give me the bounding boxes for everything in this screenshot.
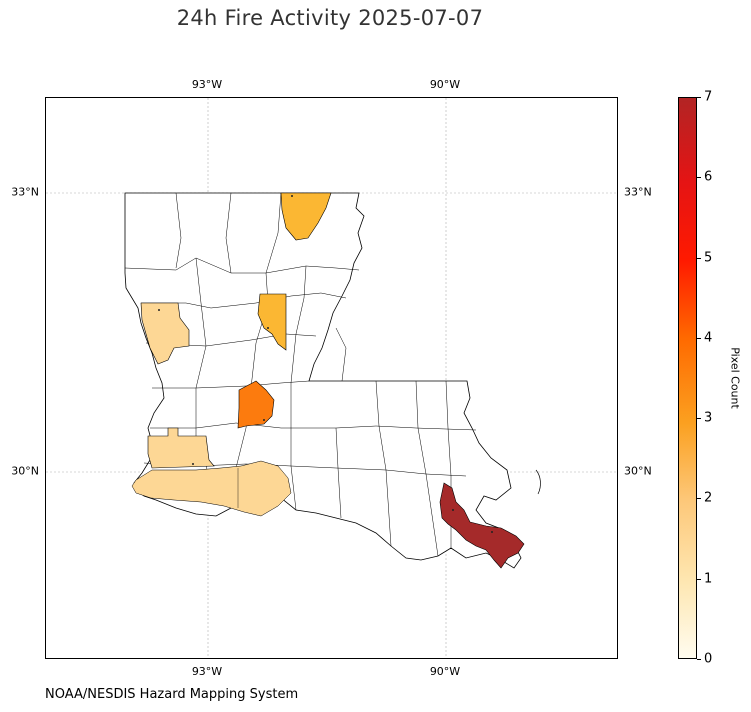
lon-tick-bottom-90: 90°W: [429, 665, 461, 678]
colorbar-tick-0: 0: [704, 651, 713, 667]
colorbar-tick-mark-3: [697, 418, 701, 420]
colorbar-tick-1: 1: [704, 571, 713, 587]
gridlines: [46, 98, 617, 658]
lat-tick-left-30: 30°N: [11, 464, 39, 478]
colorbar-tick-3: 3: [704, 410, 713, 426]
lon-tick-top-90: 90°W: [429, 78, 461, 91]
map-title: 24h Fire Activity 2025-07-07: [176, 6, 484, 30]
lat-tick-right-33: 33°N: [624, 185, 652, 199]
parish-jackson-count-2[interactable]: [257, 293, 287, 351]
fire-parishes: [131, 192, 525, 569]
parish-boundaries: [124, 192, 477, 557]
colorbar: [678, 97, 697, 659]
fire-detections: [158, 195, 493, 533]
colorbar-tick-mark-5: [697, 257, 701, 259]
colorbar-tick-mark-0: [697, 659, 701, 660]
colorbar-tick-6: 6: [704, 169, 713, 185]
colorbar-tick-7: 7: [704, 89, 713, 105]
chandeleur-islands: [535, 469, 541, 495]
colorbar-label: Pixel Count: [728, 347, 742, 409]
parish-sabine-count-1[interactable]: [140, 302, 190, 365]
colorbar-tick-5: 5: [704, 250, 713, 266]
parish-avoyelles-count-3[interactable]: [237, 380, 275, 429]
colorbar-tick-4: 4: [704, 330, 713, 346]
parish-plaquemines-count-7[interactable]: [439, 482, 525, 569]
lon-tick-top-93: 93°W: [191, 78, 223, 91]
parish-cameron-count-1[interactable]: [131, 460, 292, 517]
parish-allen-count-1[interactable]: [147, 427, 215, 469]
louisiana-map: [46, 98, 617, 658]
lat-tick-right-30: 30°N: [624, 464, 652, 478]
parish-union-count-2[interactable]: [280, 192, 332, 241]
colorbar-tick-mark-2: [697, 498, 701, 500]
colorbar-tick-2: 2: [704, 490, 713, 506]
colorbar-tick-mark-4: [697, 337, 701, 339]
colorbar-tick-mark-7: [697, 97, 701, 98]
colorbar-tick-mark-1: [697, 578, 701, 580]
lat-tick-left-33: 33°N: [11, 185, 39, 199]
colorbar-tick-mark-6: [697, 177, 701, 179]
lon-tick-bottom-93: 93°W: [191, 665, 223, 678]
source-credit: NOAA/NESDIS Hazard Mapping System: [45, 687, 299, 702]
map-panel[interactable]: [45, 97, 618, 659]
